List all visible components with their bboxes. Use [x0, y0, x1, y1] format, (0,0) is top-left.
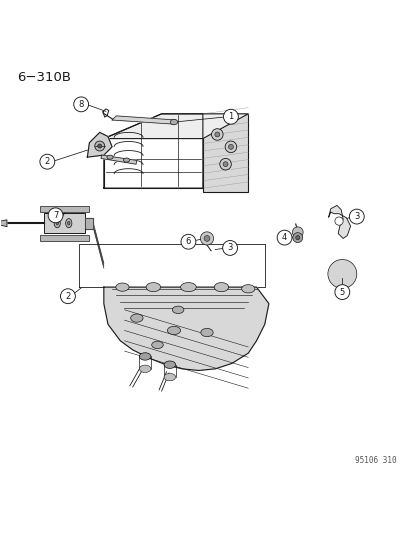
- Polygon shape: [328, 205, 350, 238]
- Ellipse shape: [164, 361, 175, 368]
- Ellipse shape: [164, 373, 175, 381]
- Circle shape: [292, 227, 302, 238]
- Ellipse shape: [54, 219, 60, 228]
- Ellipse shape: [123, 158, 129, 162]
- Circle shape: [225, 141, 236, 152]
- Circle shape: [335, 268, 348, 280]
- Circle shape: [95, 141, 104, 151]
- Text: 1: 1: [228, 112, 233, 121]
- Circle shape: [222, 240, 237, 255]
- Ellipse shape: [241, 285, 254, 293]
- Text: 4: 4: [281, 233, 287, 242]
- Circle shape: [200, 232, 213, 245]
- Text: 3: 3: [353, 212, 358, 221]
- Circle shape: [48, 208, 63, 223]
- Circle shape: [327, 260, 356, 288]
- FancyBboxPatch shape: [40, 206, 89, 212]
- Ellipse shape: [170, 119, 177, 125]
- Circle shape: [276, 230, 291, 245]
- Circle shape: [223, 109, 238, 124]
- Polygon shape: [202, 114, 248, 192]
- Circle shape: [60, 289, 75, 304]
- Circle shape: [339, 271, 344, 277]
- Circle shape: [204, 236, 209, 241]
- Ellipse shape: [56, 221, 58, 225]
- Circle shape: [219, 158, 231, 170]
- Circle shape: [223, 161, 228, 167]
- Ellipse shape: [146, 282, 160, 292]
- Circle shape: [74, 97, 88, 112]
- Circle shape: [211, 128, 223, 140]
- Polygon shape: [85, 218, 93, 229]
- Circle shape: [180, 235, 195, 249]
- Ellipse shape: [151, 341, 163, 349]
- Ellipse shape: [167, 326, 180, 335]
- Text: 2: 2: [45, 157, 50, 166]
- Circle shape: [334, 217, 342, 225]
- Ellipse shape: [139, 353, 150, 360]
- FancyBboxPatch shape: [44, 213, 85, 233]
- FancyBboxPatch shape: [40, 235, 89, 240]
- Ellipse shape: [172, 306, 183, 313]
- Ellipse shape: [180, 282, 196, 292]
- Polygon shape: [87, 132, 112, 157]
- Text: 3: 3: [227, 244, 232, 253]
- Circle shape: [214, 132, 219, 137]
- Ellipse shape: [200, 328, 213, 337]
- Circle shape: [292, 233, 302, 243]
- Text: 95106 310: 95106 310: [354, 456, 396, 465]
- Ellipse shape: [139, 365, 150, 373]
- Polygon shape: [101, 155, 137, 164]
- Ellipse shape: [116, 283, 129, 291]
- Ellipse shape: [67, 221, 70, 225]
- Circle shape: [40, 154, 55, 169]
- Text: 6: 6: [185, 237, 191, 246]
- Circle shape: [331, 264, 352, 284]
- Text: 2: 2: [65, 292, 70, 301]
- Text: 6−310B: 6−310B: [17, 70, 71, 84]
- Polygon shape: [104, 287, 268, 370]
- Polygon shape: [0, 220, 7, 227]
- Text: 8: 8: [78, 100, 84, 109]
- Polygon shape: [112, 116, 176, 124]
- Ellipse shape: [107, 155, 113, 159]
- Circle shape: [97, 144, 102, 148]
- Circle shape: [349, 209, 363, 224]
- Text: 5: 5: [339, 288, 344, 296]
- Polygon shape: [104, 114, 248, 139]
- Ellipse shape: [214, 282, 228, 292]
- Circle shape: [228, 144, 233, 149]
- Ellipse shape: [131, 314, 143, 322]
- Ellipse shape: [66, 219, 72, 228]
- Circle shape: [334, 285, 349, 300]
- Text: 7: 7: [53, 211, 58, 220]
- Circle shape: [295, 236, 299, 240]
